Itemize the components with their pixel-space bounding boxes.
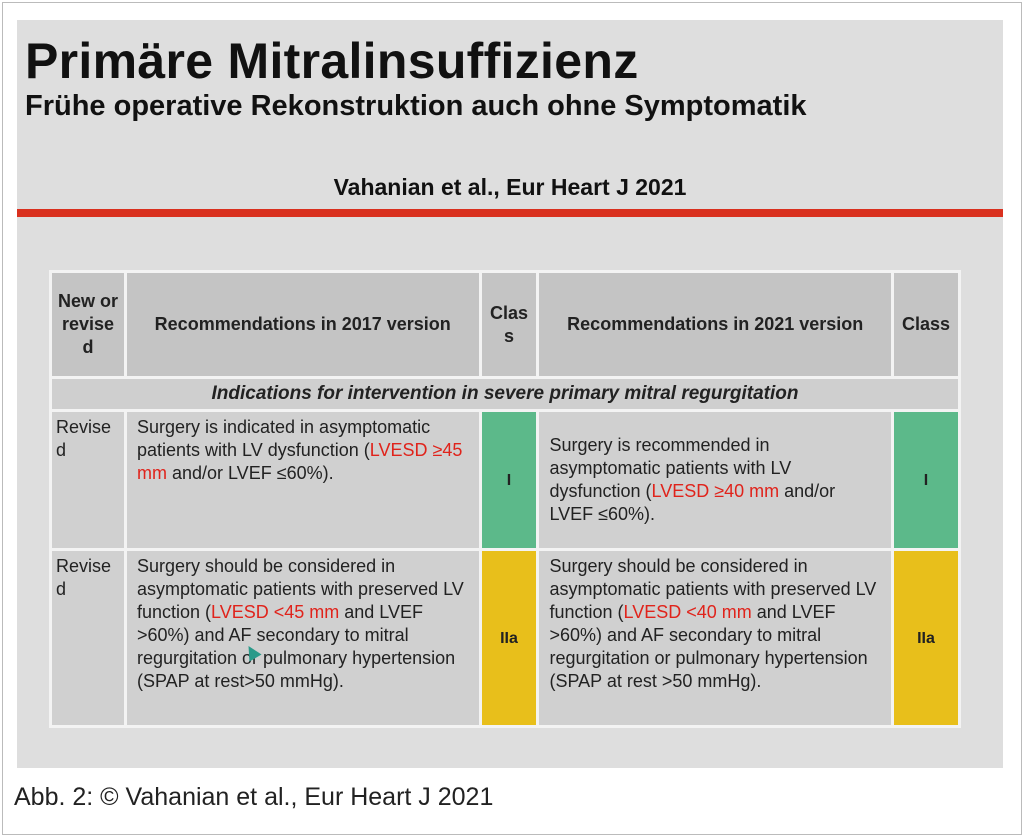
recommendation-2017: Surgery should be considered in asymptom… (126, 551, 479, 725)
text: and LVEF >60%) and AF secondary to mitra… (549, 602, 868, 691)
slide-citation: Vahanian et al., Eur Heart J 2021 (333, 174, 687, 200)
header-row: New or revise d Recommendations in 2017 … (52, 273, 958, 376)
text: Surgery should be considered in asymptom… (549, 556, 877, 622)
highlight-text: LVESD <40 mm (623, 602, 752, 622)
class-badge: IIa (894, 551, 958, 725)
table-row: Revise d Surgery should be considered in… (52, 551, 958, 725)
header-class-2017: Clas s (481, 273, 537, 376)
text: Surgery is indicated in asymptomatic pat… (136, 417, 431, 460)
status-cell: Revise d (52, 412, 124, 548)
text: and LVEF >60%) and AF secondary to mitra… (136, 602, 456, 691)
text: Surgery is recommended in asymptomatic p… (549, 435, 792, 501)
text: Surgery should be considered in asymptom… (136, 556, 464, 622)
slide: Primäre Mitralinsuffizienz Frühe operati… (17, 20, 1003, 768)
recommendations-table: New or revise d Recommendations in 2017 … (49, 270, 961, 728)
class-badge: I (894, 412, 958, 548)
table-row: Revise d Surgery is indicated in asympto… (52, 412, 958, 548)
status-cell: Revise d (52, 551, 124, 725)
text: and/or LVEF ≤60%). (166, 463, 334, 483)
header-2021: Recommendations in 2021 version (539, 273, 891, 376)
recommendation-2021: Surgery is recommended in asymptomatic p… (539, 412, 891, 548)
highlight-text: LVESD ≥45 mm (136, 440, 463, 483)
figure-caption: Abb. 2: © Vahanian et al., Eur Heart J 2… (14, 783, 494, 811)
header-2017: Recommendations in 2017 version (126, 273, 479, 376)
recommendation-2021: Surgery should be considered in asymptom… (539, 551, 891, 725)
section-title: Indications for intervention in severe p… (52, 379, 958, 409)
red-divider (17, 209, 1003, 217)
text: and/or LVEF ≤60%). (549, 481, 836, 524)
slide-title: Primäre Mitralinsuffizienz (25, 33, 639, 89)
slide-subtitle: Frühe operative Rekonstruktion auch ohne… (25, 90, 807, 122)
class-badge: I (481, 412, 537, 548)
header-class-2021: Class (894, 273, 958, 376)
highlight-text: LVESD ≥40 mm (651, 481, 780, 501)
header-new-or-revised: New or revise d (52, 273, 124, 376)
section-row: Indications for intervention in severe p… (52, 379, 958, 409)
class-badge: IIa (481, 551, 537, 725)
recommendation-2017: Surgery is indicated in asymptomatic pat… (126, 412, 479, 548)
highlight-text: LVESD <45 mm (211, 602, 340, 622)
